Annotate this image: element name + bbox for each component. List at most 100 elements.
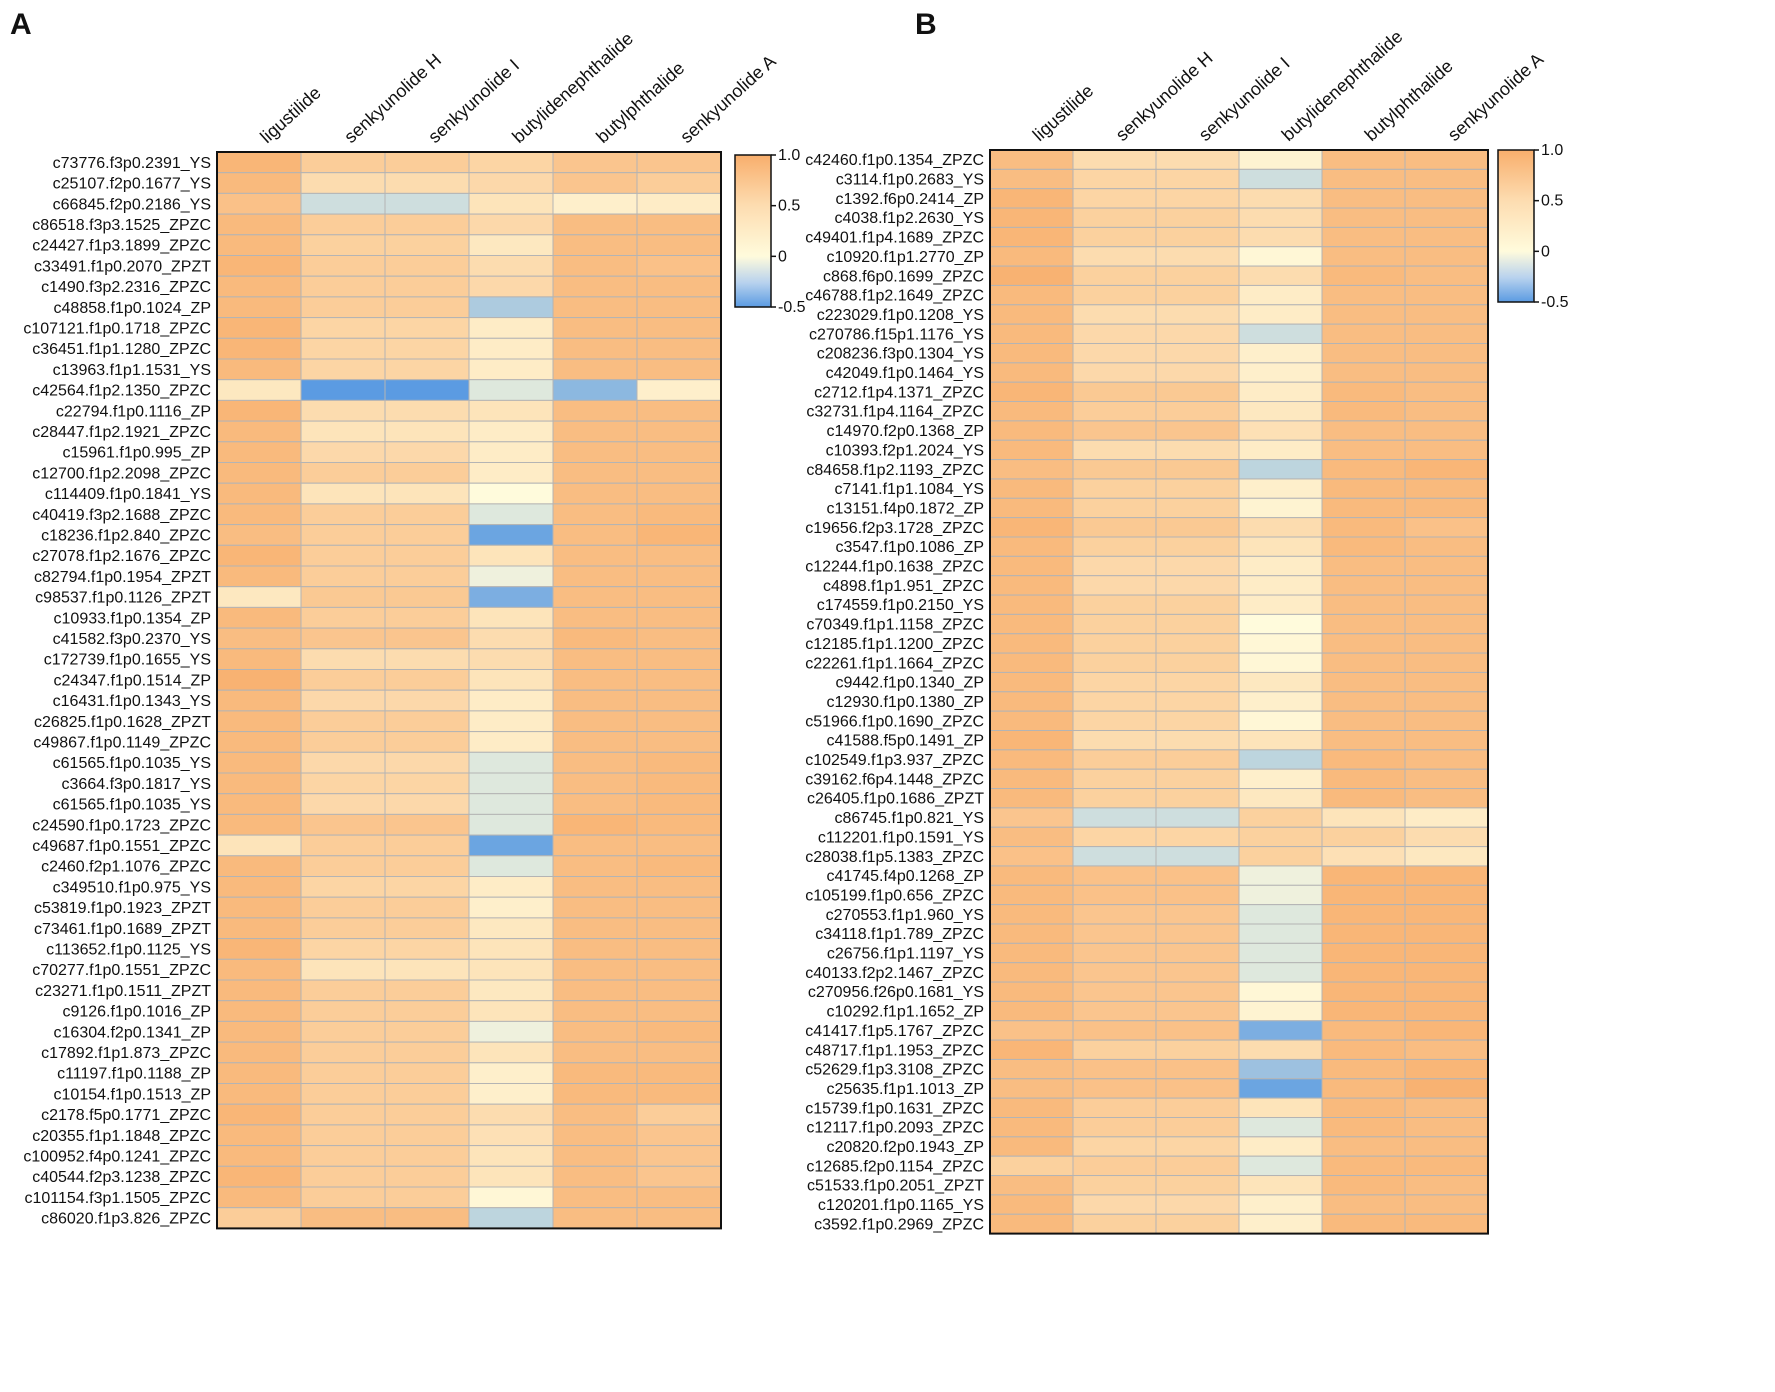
heatmap-cell <box>1072 1175 1157 1196</box>
heatmap-cell <box>1321 904 1406 925</box>
heatmap-cell <box>1072 517 1157 538</box>
heatmap-cell <box>1072 788 1157 809</box>
heatmap-cell <box>552 441 638 463</box>
heatmap-cell <box>636 1000 722 1022</box>
heatmap-cell <box>1321 1117 1406 1138</box>
heatmap-cell <box>1072 652 1157 673</box>
row-label: c1490.f3p2.2316_ZPZC <box>41 279 211 296</box>
heatmap-cell <box>1238 962 1323 983</box>
heatmap-cell <box>216 855 302 877</box>
heatmap-cell <box>1321 343 1406 364</box>
heatmap-cell <box>300 979 386 1002</box>
row-label: c4038.f1p2.2630_YS <box>835 210 984 227</box>
heatmap-cell <box>636 1083 722 1105</box>
row-label: c36451.f1p1.1280_ZPZC <box>32 341 211 358</box>
heatmap-cell <box>1155 613 1240 635</box>
heatmap-cell <box>1072 613 1157 635</box>
heatmap-cell <box>1072 1078 1157 1099</box>
row-label: c28447.f1p2.1921_ZPZC <box>32 424 211 441</box>
row-label: c3592.f1p0.2969_ZPZC <box>814 1216 984 1233</box>
heatmap-cell <box>384 938 470 960</box>
heatmap-cell <box>552 627 638 650</box>
heatmap-cell <box>1404 517 1489 538</box>
heatmap-cell <box>384 586 470 608</box>
heatmap-cell <box>636 710 722 733</box>
heatmap-cell <box>384 1103 470 1126</box>
row-label: c102549.f1p3.937_ZPZC <box>805 752 984 769</box>
row-label: c25107.f2p0.1677_YS <box>53 176 211 193</box>
row-label: c22261.f1p1.1664_ZPZC <box>805 655 984 672</box>
heatmap-cell <box>1238 807 1323 828</box>
heatmap-cell <box>1321 942 1406 964</box>
heatmap-cell <box>1072 749 1157 770</box>
heatmap-cell <box>1404 788 1489 809</box>
row-label: c49401.f1p4.1689_ZPZC <box>805 230 984 247</box>
heatmap-cell <box>384 151 470 174</box>
heatmap-cell <box>1238 246 1323 267</box>
heatmap-cell <box>1155 730 1240 751</box>
heatmap-cell <box>300 648 386 670</box>
heatmap-cell <box>989 459 1074 480</box>
row-label: c12700.f1p2.2098_ZPZC <box>32 465 211 482</box>
heatmap-cell <box>1155 1058 1240 1080</box>
row-label: c10292.f1p1.1652_ZP <box>827 1004 984 1021</box>
heatmap-cell <box>216 420 302 443</box>
heatmap-cell <box>552 710 638 733</box>
heatmap-cell <box>1072 1097 1157 1119</box>
heatmap-cell <box>384 441 470 463</box>
heatmap-cell <box>1238 439 1323 461</box>
row-label: c23271.f1p0.1511_ZPZT <box>35 983 211 1000</box>
heatmap-cell <box>1155 594 1240 615</box>
heatmap-cell <box>1072 343 1157 364</box>
heatmap-cell <box>989 1155 1074 1177</box>
heatmap-cell <box>1155 1097 1240 1119</box>
heatmap-cell <box>636 772 722 795</box>
heatmap-cell <box>1072 575 1157 596</box>
heatmap-cell <box>1404 497 1489 519</box>
heatmap-cell <box>1155 1117 1240 1138</box>
heatmap-cell <box>1321 1194 1406 1215</box>
colorbar-tick-label: 1.0 <box>778 147 800 164</box>
heatmap-cell <box>216 503 302 526</box>
heatmap-cell <box>216 275 302 298</box>
heatmap-cell <box>300 938 386 960</box>
row-label: c61565.f1p0.1035_YS <box>53 755 211 772</box>
heatmap-cell <box>1238 730 1323 751</box>
row-label: c17892.f1p1.873_ZPZC <box>41 1045 211 1062</box>
column-label: ligustilide <box>1029 81 1097 145</box>
row-label: c172739.f1p0.1655_YS <box>44 652 211 669</box>
heatmap-cell <box>468 1000 554 1022</box>
heatmap-cell <box>1238 265 1323 286</box>
heatmap-cell <box>1404 478 1489 499</box>
heatmap-cell <box>1321 768 1406 790</box>
heatmap-cell <box>468 565 554 588</box>
heatmap-cell <box>989 671 1074 693</box>
heatmap-cell <box>1155 710 1240 732</box>
heatmap-cell <box>1238 1039 1323 1060</box>
heatmap-cell <box>1238 420 1323 441</box>
heatmap-cell <box>1238 381 1323 403</box>
heatmap-cell <box>216 648 302 670</box>
row-label: c13963.f1p1.1531_YS <box>53 362 211 379</box>
row-label: c15961.f1p0.995_ZP <box>62 445 211 462</box>
heatmap-cell <box>1072 536 1157 557</box>
heatmap-cell <box>468 958 554 981</box>
heatmap-cell <box>300 379 386 401</box>
heatmap-cell <box>1155 575 1240 596</box>
heatmap-cell <box>1072 226 1157 248</box>
heatmap-cell <box>216 565 302 588</box>
row-label: c105199.f1p0.656_ZPZC <box>805 887 984 904</box>
heatmap-cell <box>552 834 638 857</box>
row-label: c4898.f1p1.951_ZPZC <box>823 578 984 595</box>
heatmap-cell <box>1404 1097 1489 1119</box>
heatmap-cell <box>1155 671 1240 693</box>
heatmap-cell <box>1404 768 1489 790</box>
row-label: c66845.f2p0.2186_YS <box>53 196 211 213</box>
heatmap-cell <box>1072 768 1157 790</box>
heatmap-cell <box>216 1165 302 1188</box>
heatmap-cell <box>300 337 386 360</box>
heatmap-cell <box>300 793 386 815</box>
heatmap-cell <box>216 399 302 422</box>
heatmap-cell <box>384 399 470 422</box>
row-label: c107121.f1p0.1718_ZPZC <box>23 320 211 337</box>
